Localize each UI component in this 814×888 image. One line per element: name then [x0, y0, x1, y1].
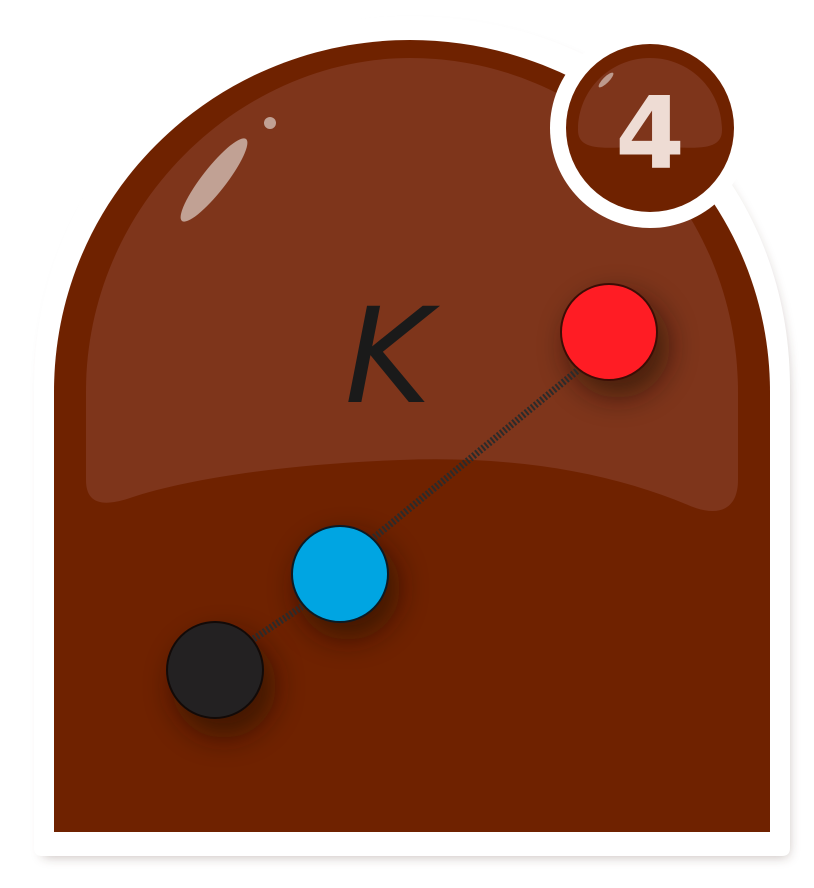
- gloss-highlight: [180, 138, 248, 222]
- blue-node[interactable]: [291, 525, 389, 623]
- badge-gloss: [578, 58, 722, 148]
- badge-highlight: [598, 72, 614, 88]
- red-node[interactable]: [560, 283, 658, 381]
- connector-red-blue: [362, 363, 586, 548]
- gloss-highlight-dot: [264, 117, 276, 129]
- badge-number: 4: [615, 75, 685, 192]
- element-symbol: K: [345, 280, 441, 434]
- black-node[interactable]: [166, 621, 264, 719]
